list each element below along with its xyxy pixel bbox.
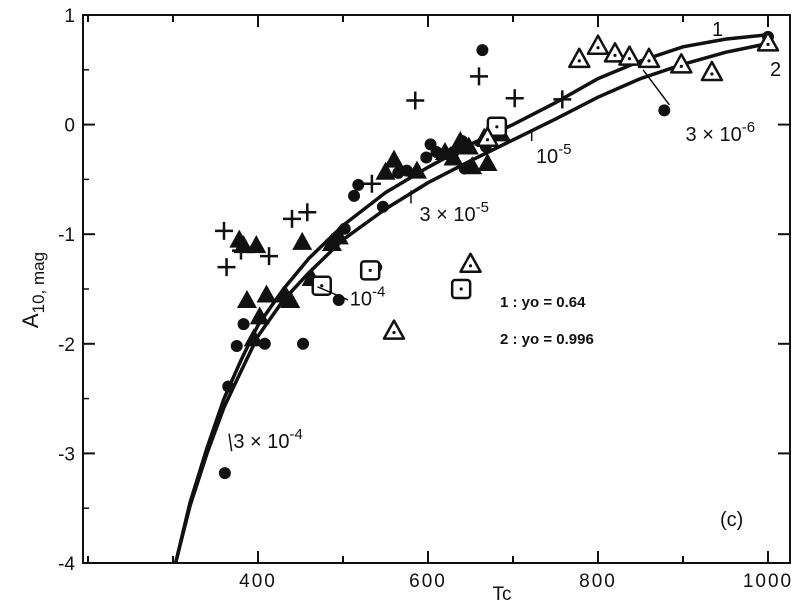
x-tick-label: 1000 (743, 571, 793, 592)
point-open-triangle (618, 45, 641, 66)
point-filled-circle (258, 337, 271, 350)
point-filled-circle (230, 339, 243, 352)
point-filled-triangle (236, 289, 257, 308)
point-filled-triangle (375, 161, 396, 180)
point-filled-triangle (458, 136, 479, 155)
x-tick-label: 400 (239, 571, 277, 592)
axes: 1 0 -1 -2 -3 -4 400 600 800 1000 Tc A10, mag (18, 6, 793, 603)
point-filled-triangle (233, 235, 254, 254)
point-filled-circle (348, 189, 361, 202)
point-filled-triangle (256, 284, 277, 303)
annotation-leader (317, 286, 349, 301)
chart-labels: 1 2 3 × 10-4 10-4 3 × 10-5 10-5 3 × 10-6 1 : yo… (228, 19, 781, 531)
point-open-square (450, 278, 472, 300)
annotation-label: 3 × 10-4 (233, 426, 303, 453)
point-filled-triangle (280, 289, 301, 308)
curve-1 (173, 32, 769, 564)
y-tick-label: -2 (58, 335, 75, 356)
point-plus (362, 174, 381, 193)
data-points (215, 30, 780, 480)
point-open-triangle (756, 31, 780, 52)
point-filled-triangle (462, 156, 483, 175)
y-tick-label: -1 (58, 225, 75, 246)
y-tick-label: -4 (58, 554, 75, 575)
y-axis-title: A10, mag (18, 252, 48, 328)
point-filled-triangle (249, 306, 270, 325)
point-plus (406, 91, 425, 110)
annotation-label: 3 × 10-6 (686, 119, 756, 146)
point-plus (470, 67, 488, 86)
curve-label-1: 1 (712, 19, 723, 41)
point-filled-triangle (243, 328, 264, 347)
point-plus (283, 209, 301, 228)
x-tick-label: 600 (409, 571, 447, 592)
annotation-label: 10-5 (536, 141, 572, 168)
point-filled-triangle (443, 147, 464, 166)
point-open-triangle (459, 252, 482, 274)
point-open-triangle (700, 60, 724, 82)
point-open-triangle (586, 34, 610, 55)
point-filled-circle (376, 200, 389, 213)
point-plus (260, 247, 279, 266)
point-filled-circle (476, 44, 489, 57)
point-plus (553, 90, 572, 109)
plot-frame (82, 14, 791, 564)
point-filled-circle (352, 178, 365, 191)
point-filled-circle (297, 337, 310, 350)
point-filled-triangle (477, 152, 498, 171)
point-filled-triangle (246, 235, 267, 254)
point-filled-triangle (406, 160, 427, 179)
point-open-triangle (603, 42, 627, 63)
curve-2 (173, 41, 769, 564)
annotation-leader (642, 69, 670, 106)
point-open-triangle (637, 47, 661, 69)
point-open-square (359, 260, 381, 281)
curve-label-2: 2 (770, 59, 781, 81)
legend-entry-1: 1 : yo = 0.64 (500, 294, 586, 311)
panel-label: (c) (720, 509, 743, 531)
point-open-triangle (568, 47, 591, 69)
point-plus (505, 89, 524, 108)
y-tick-label: 1 (64, 6, 75, 27)
point-filled-triangle (328, 226, 349, 245)
annotation-label: 3 × 10-5 (420, 199, 490, 226)
point-filled-circle (218, 467, 231, 480)
point-open-triangle (476, 126, 499, 148)
legend-entry-2: 2 : yo = 0.996 (500, 331, 594, 348)
point-filled-triangle (292, 231, 313, 250)
y-tick-label: 0 (64, 116, 75, 137)
point-open-triangle (382, 319, 406, 340)
point-open-triangle (670, 53, 693, 74)
point-filled-circle (658, 104, 671, 117)
annotation-label: 10-4 (350, 283, 386, 310)
point-plus (215, 221, 233, 240)
point-filled-circle (420, 151, 433, 164)
point-filled-circle (222, 380, 235, 393)
point-plus (298, 203, 317, 222)
annotation-leader (228, 433, 233, 452)
point-filled-circle (237, 318, 250, 331)
x-axis-title: Tc (493, 584, 512, 603)
x-tick-label: 800 (579, 571, 617, 592)
point-filled-triangle (384, 149, 404, 168)
point-plus (217, 258, 236, 277)
y-tick-label: -3 (58, 444, 75, 465)
